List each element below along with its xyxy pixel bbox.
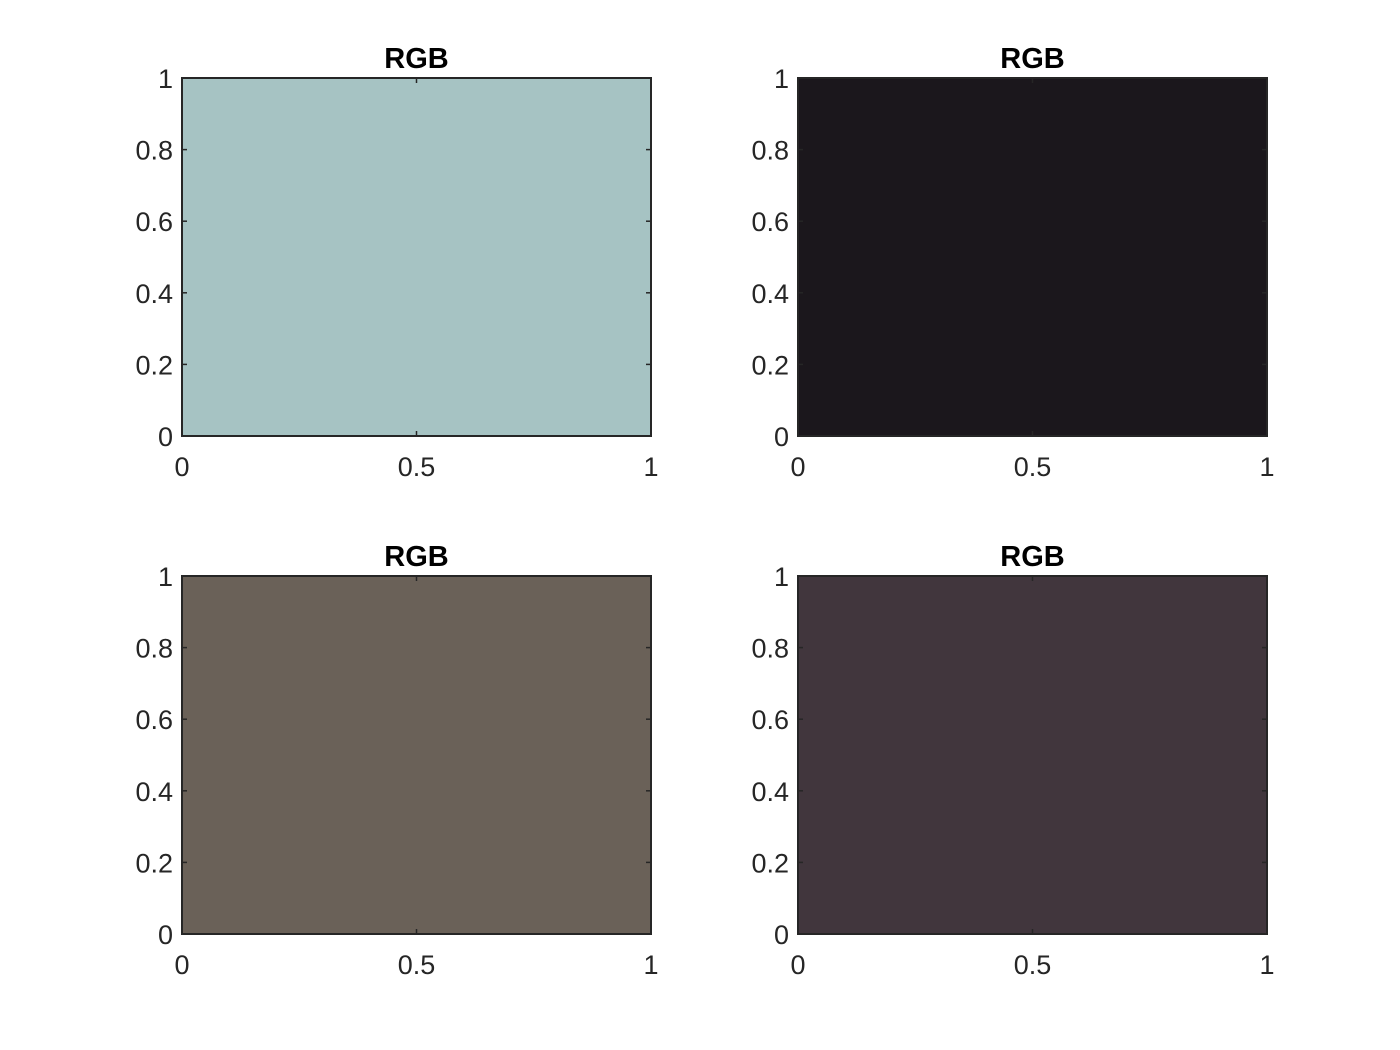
chart-title: RGB xyxy=(1000,43,1064,75)
y-tick-label: 0.8 xyxy=(135,136,173,166)
x-tick-label: 0.5 xyxy=(1014,950,1052,980)
y-tick-label: 0.8 xyxy=(135,634,173,664)
x-tick-label: 0.5 xyxy=(398,950,436,980)
x-tick-label: 0 xyxy=(174,950,189,980)
y-tick-label: 0.8 xyxy=(751,136,789,166)
subplot-4: RGB 0 0.5 1 0 0.2 0.4 0.6 0.8 1 xyxy=(751,541,1274,980)
y-tick-label: 0.4 xyxy=(751,279,789,309)
color-patch xyxy=(182,576,651,934)
color-patch xyxy=(182,78,651,436)
x-tick-label: 1 xyxy=(643,950,658,980)
y-tick-label: 0.6 xyxy=(751,705,789,735)
x-tick-label: 0 xyxy=(174,452,189,482)
x-tick-label: 0 xyxy=(790,950,805,980)
y-tick-label: 0.2 xyxy=(751,350,789,380)
subplot-3: RGB 0 0.5 1 0 0.2 0.4 0.6 0.8 1 xyxy=(135,541,658,980)
y-tick-label: 0.6 xyxy=(135,207,173,237)
y-tick-label: 0.4 xyxy=(751,777,789,807)
x-tick-label: 0.5 xyxy=(398,452,436,482)
y-tick-label: 0.8 xyxy=(751,634,789,664)
subplot-1: RGB 0 0.5 1 0 0.2 0.4 0.6 0.8 1 xyxy=(135,43,658,482)
y-tick-label: 1 xyxy=(774,64,789,94)
y-tick-label: 0 xyxy=(774,422,789,452)
y-tick-label: 0.2 xyxy=(135,848,173,878)
y-tick-label: 1 xyxy=(158,64,173,94)
y-tick-label: 1 xyxy=(158,562,173,592)
y-tick-label: 0.2 xyxy=(135,350,173,380)
subplot-2: RGB 0 0.5 1 0 0.2 0.4 0.6 0.8 1 xyxy=(751,43,1274,482)
y-tick-label: 1 xyxy=(774,562,789,592)
y-tick-label: 0.2 xyxy=(751,848,789,878)
x-tick-label: 1 xyxy=(643,452,658,482)
y-tick-label: 0.4 xyxy=(135,279,173,309)
x-tick-label: 0 xyxy=(790,452,805,482)
x-tick-label: 1 xyxy=(1259,452,1274,482)
chart-title: RGB xyxy=(384,43,448,75)
y-tick-label: 0 xyxy=(158,920,173,950)
chart-title: RGB xyxy=(1000,541,1064,573)
x-tick-label: 0.5 xyxy=(1014,452,1052,482)
y-tick-label: 0.6 xyxy=(135,705,173,735)
y-tick-label: 0 xyxy=(774,920,789,950)
y-tick-label: 0 xyxy=(158,422,173,452)
color-patch xyxy=(798,78,1267,436)
y-tick-label: 0.4 xyxy=(135,777,173,807)
chart-title: RGB xyxy=(384,541,448,573)
x-tick-label: 1 xyxy=(1259,950,1274,980)
y-tick-label: 0.6 xyxy=(751,207,789,237)
color-patch xyxy=(798,576,1267,934)
